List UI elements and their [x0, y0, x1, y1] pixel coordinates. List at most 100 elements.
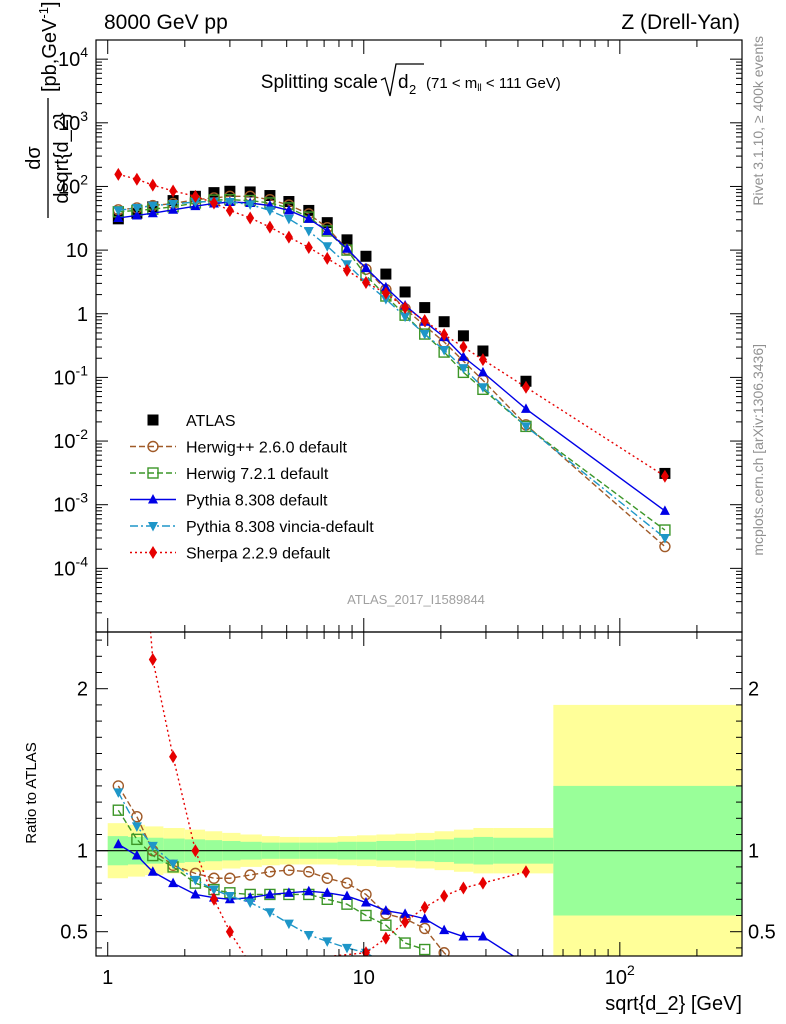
- series-line-herwigpp: [118, 195, 666, 548]
- data-point-sherpa: [132, 172, 141, 186]
- ratio-point-pythia: [147, 866, 158, 876]
- ratio-xtick-label: 102: [605, 962, 635, 989]
- ratio-point-vincia: [322, 937, 333, 947]
- ratio-point-vincia: [342, 943, 353, 954]
- ratio-point-pythia: [380, 905, 391, 915]
- data-point-sherpa: [304, 240, 313, 254]
- ratio-point-herwig7: [131, 833, 143, 846]
- main-axis-ticks: 10-4 10-3 10-2 10-1 1 10 102 103 104: [53, 39, 743, 633]
- header-collision-label: 8000 GeV pp: [104, 11, 228, 34]
- data-point-atlas: [360, 250, 372, 262]
- ratio-point-vincia: [303, 930, 314, 941]
- ratio-point-pythia: [400, 908, 411, 918]
- main-ylabel-unit: [pb,GeV-1]: [36, 1, 61, 92]
- ratio-point-herwigpp: [419, 922, 431, 935]
- data-point-vincia: [419, 330, 430, 340]
- data-point-sherpa: [323, 251, 332, 265]
- legend-entry-vincia: Pythia 8.308 vincia-default: [130, 519, 374, 536]
- series-line-pythia: [118, 201, 666, 512]
- ratio-xtick-label: 10: [353, 967, 375, 989]
- data-point-sherpa: [246, 211, 255, 225]
- data-point-vincia: [131, 203, 142, 214]
- ratio-point-pythia: [113, 838, 124, 849]
- legend-marker: [147, 467, 159, 479]
- data-point-pythia: [477, 366, 488, 377]
- ratio-point-herwig7: [112, 804, 125, 816]
- legend-marker: [149, 546, 157, 559]
- main-ylabel-unit-post: ]: [39, 1, 61, 7]
- series-herwig7: [112, 193, 671, 536]
- legend-entry-herwig7: Herwig 7.2.1 default: [130, 466, 329, 483]
- ratio-ytick-label-right: 2: [748, 679, 759, 701]
- main-ytick-label: 104: [58, 44, 88, 71]
- data-point-atlas: [380, 268, 392, 280]
- series-atlas: [112, 185, 671, 479]
- data-point-vincia: [283, 214, 294, 225]
- legend-marker: [148, 494, 158, 504]
- ratio-point-herwig7: [419, 943, 431, 956]
- data-point-vincia: [400, 312, 411, 323]
- ratio-point-pythia: [477, 931, 488, 941]
- main-ytick-label: 10-3: [53, 490, 88, 517]
- data-point-sherpa: [343, 263, 352, 277]
- main-title-cut-sub: ll: [477, 83, 481, 94]
- data-point-atlas: [283, 196, 295, 208]
- ratio-point-sherpa: [459, 881, 468, 895]
- data-point-sherpa: [361, 275, 370, 289]
- ratio-point-sherpa: [148, 653, 157, 667]
- series-line-herwig7: [118, 198, 666, 531]
- data-point-pythia: [458, 351, 469, 361]
- ratio-point-vincia: [245, 898, 256, 909]
- main-title-symbol: d: [398, 72, 409, 93]
- data-point-vincia: [224, 197, 235, 208]
- ratio-point-herwigpp: [244, 869, 256, 881]
- data-point-vincia: [322, 242, 333, 252]
- ratio-panel: 1 10 102 0.5 0.5 1 1 2 2 Ratio to ATLAS sqrt{d_2…: [23, 631, 776, 1015]
- ratio-point-vincia: [147, 841, 158, 852]
- data-point-pythia: [147, 207, 158, 218]
- ratio-xtick-label: 1: [102, 967, 113, 989]
- main-ytick-label: 10: [66, 240, 88, 262]
- data-point-sherpa: [225, 203, 234, 217]
- data-point-sherpa: [440, 328, 449, 342]
- ratio-point-vincia: [381, 960, 391, 970]
- side-note-rivet: Rivet 3.1.10, ≥ 400k events: [750, 36, 766, 206]
- data-point-vincia: [380, 295, 391, 305]
- legend: ATLAS Herwig++ 2.6.0 default Herwig 7.2.1 …: [130, 413, 374, 563]
- ratio-point-sherpa: [478, 876, 487, 890]
- ratio-point-herwigpp: [264, 866, 276, 878]
- main-series-group: [112, 167, 671, 553]
- data-point-vincia: [520, 422, 531, 432]
- data-point-atlas: [303, 204, 315, 216]
- ratio-point-vincia: [283, 919, 294, 930]
- ratio-point-pythia: [322, 887, 333, 897]
- data-point-pythia: [380, 281, 391, 292]
- data-point-vincia: [458, 364, 469, 374]
- data-point-atlas: [399, 286, 411, 298]
- legend-label: Pythia 8.308 vincia-default: [186, 519, 374, 536]
- ratio-point-sherpa: [246, 958, 254, 971]
- main-title-text: Splitting scale: [261, 72, 378, 93]
- data-point-pythia: [342, 243, 353, 253]
- ratio-point-pythia: [360, 897, 371, 907]
- ratio-uncertainty-bands: [107, 704, 742, 956]
- series-line-vincia: [118, 200, 666, 539]
- legend-label: Pythia 8.308 default: [186, 493, 328, 510]
- legend-entry-atlas: ATLAS: [147, 413, 236, 430]
- ratio-point-vincia: [208, 885, 219, 896]
- ratio-point-vincia: [190, 875, 201, 886]
- ratio-point-herwig7: [399, 937, 411, 949]
- legend-marker: [148, 522, 158, 532]
- data-point-pythia: [520, 403, 531, 413]
- data-point-sherpa: [660, 469, 669, 483]
- data-point-sherpa: [148, 178, 157, 192]
- main-title-cut-post: < 111 GeV): [482, 75, 561, 92]
- side-note-mcplots: mcplots.cern.ch [arXiv:1306.3436]: [750, 344, 766, 556]
- data-point-sherpa: [209, 196, 218, 210]
- ratio-point-vincia: [264, 908, 275, 918]
- ratio-panel-frame: [95, 631, 743, 957]
- main-ylabel-denominator: dsqrt{d_2}: [51, 112, 73, 204]
- data-point-vincia: [659, 533, 670, 544]
- legend-marker: [147, 414, 159, 426]
